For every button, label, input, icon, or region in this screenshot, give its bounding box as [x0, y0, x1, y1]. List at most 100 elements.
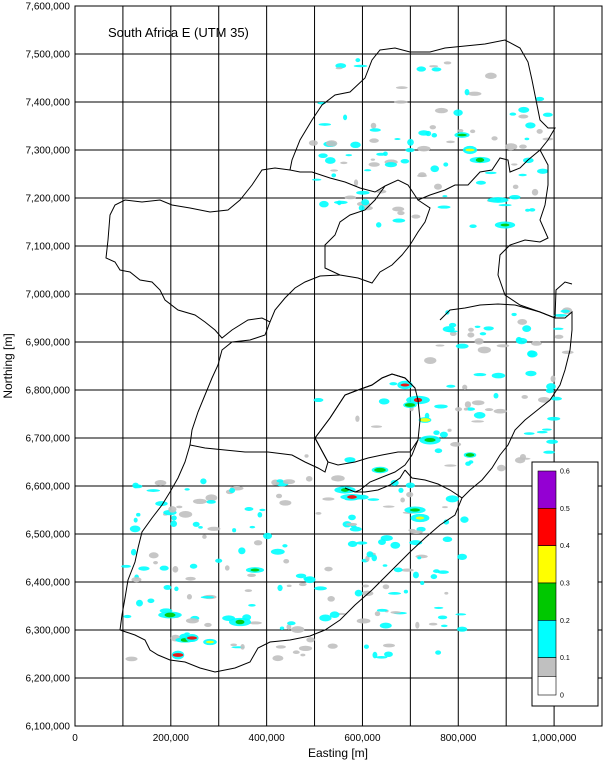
- moderate-hazard-patch: [192, 521, 200, 527]
- moderate-hazard-patch: [560, 309, 570, 313]
- moderate-hazard-patch: [541, 428, 552, 431]
- high-hazard-patch: [500, 223, 510, 227]
- moderate-hazard-patch: [348, 514, 356, 521]
- moderate-hazard-patch: [262, 532, 273, 540]
- low-hazard-patch: [542, 137, 554, 141]
- moderate-hazard-patch: [453, 109, 463, 117]
- low-hazard-patch: [230, 643, 238, 647]
- moderate-hazard-patch: [518, 173, 527, 177]
- moderate-hazard-patch: [440, 624, 448, 628]
- moderate-hazard-patch: [418, 130, 430, 136]
- plot-frame: [74, 5, 603, 727]
- low-hazard-patch: [415, 621, 420, 629]
- moderate-hazard-patch: [372, 651, 378, 659]
- y-tick-label: 7,600,000: [26, 2, 71, 13]
- low-hazard-patch: [447, 428, 452, 432]
- colorbar-band: [537, 508, 557, 546]
- moderate-hazard-patch: [433, 606, 444, 609]
- low-hazard-patch: [429, 125, 437, 130]
- moderate-hazard-patch: [483, 326, 494, 331]
- moderate-hazard-patch: [493, 392, 499, 399]
- moderate-hazard-patch: [403, 589, 409, 594]
- y-axis-label: Northing [m]: [1, 333, 15, 398]
- low-hazard-patch: [275, 493, 283, 499]
- moderate-hazard-patch: [184, 632, 190, 635]
- low-hazard-patch: [518, 114, 529, 119]
- moderate-hazard-patch: [416, 66, 427, 72]
- moderate-hazard-patch: [249, 525, 256, 529]
- low-hazard-patch: [283, 559, 290, 564]
- low-hazard-patch: [504, 143, 518, 151]
- low-hazard-patch: [454, 407, 463, 412]
- low-hazard-patch: [279, 500, 292, 506]
- colorbar-tick-label: 0.3: [560, 581, 570, 588]
- low-hazard-patch: [474, 338, 484, 345]
- colorbar-tick-label: 0.2: [560, 618, 570, 625]
- moderate-hazard-patch: [349, 526, 362, 532]
- low-hazard-patch: [325, 140, 338, 147]
- moderate-hazard-patch: [509, 112, 517, 116]
- moderate-hazard-patch: [279, 626, 285, 631]
- moderate-hazard-patch: [369, 128, 381, 132]
- y-tick-label: 6,100,000: [26, 722, 71, 733]
- moderate-hazard-patch: [229, 487, 236, 494]
- moderate-hazard-patch: [319, 200, 329, 208]
- low-hazard-patch: [253, 540, 263, 546]
- low-hazard-patch: [355, 415, 360, 422]
- moderate-hazard-patch: [375, 222, 382, 228]
- moderate-hazard-patch: [350, 141, 361, 149]
- low-hazard-patch: [471, 420, 485, 423]
- moderate-hazard-patch: [146, 489, 161, 492]
- low-hazard-patch: [298, 645, 313, 652]
- moderate-hazard-patch: [437, 615, 448, 620]
- moderate-hazard-patch: [170, 520, 178, 527]
- moderate-hazard-patch: [392, 218, 406, 223]
- moderate-hazard-patch: [335, 63, 347, 69]
- low-hazard-patch: [531, 188, 539, 196]
- low-hazard-patch: [292, 650, 300, 655]
- colorbar-band: [537, 582, 557, 621]
- moderate-hazard-patch: [464, 88, 470, 96]
- moderate-hazard-patch: [244, 507, 254, 511]
- low-hazard-patch: [368, 162, 380, 167]
- moderate-hazard-patch: [277, 584, 283, 592]
- moderate-hazard-patch: [437, 570, 450, 574]
- moderate-hazard-patch: [434, 448, 443, 454]
- moderate-hazard-patch: [174, 586, 179, 592]
- moderate-hazard-patch: [529, 208, 536, 212]
- moderate-hazard-patch: [171, 515, 177, 521]
- mpumalanga-border: [497, 149, 573, 319]
- moderate-hazard-patch: [318, 153, 328, 158]
- low-hazard-patch: [485, 72, 497, 79]
- moderate-hazard-patch: [189, 563, 198, 569]
- moderate-hazard-patch: [363, 169, 372, 172]
- moderate-hazard-patch: [248, 604, 256, 607]
- low-hazard-patch: [395, 86, 408, 89]
- y-tick-label: 6,700,000: [26, 434, 71, 445]
- moderate-hazard-patch: [398, 487, 404, 493]
- low-hazard-patch: [382, 505, 395, 508]
- moderate-hazard-patch: [159, 565, 169, 571]
- low-hazard-patch: [305, 476, 313, 482]
- low-hazard-patch: [344, 195, 357, 200]
- high-hazard-patch: [415, 516, 425, 520]
- moderate-hazard-patch: [439, 431, 448, 438]
- low-hazard-patch: [467, 91, 482, 96]
- low-hazard-patch: [322, 497, 335, 501]
- high-hazard-patch: [465, 453, 475, 457]
- x-tick-label: 400,000: [249, 733, 286, 744]
- y-tick-label: 7,000,000: [26, 290, 71, 301]
- moderate-hazard-patch: [366, 551, 374, 558]
- low-hazard-patch: [441, 506, 448, 509]
- moderate-hazard-patch: [123, 614, 132, 619]
- moderate-hazard-patch: [420, 581, 425, 586]
- moderate-hazard-patch: [206, 500, 216, 504]
- y-tick-label: 7,100,000: [26, 242, 71, 253]
- low-hazard-patch: [449, 331, 457, 336]
- low-hazard-patch: [463, 407, 469, 411]
- moderate-hazard-patch: [380, 535, 393, 541]
- moderate-hazard-patch: [445, 495, 459, 503]
- y-tick-label: 6,200,000: [26, 674, 71, 685]
- low-hazard-patch: [125, 656, 138, 662]
- moderate-hazard-patch: [460, 516, 469, 523]
